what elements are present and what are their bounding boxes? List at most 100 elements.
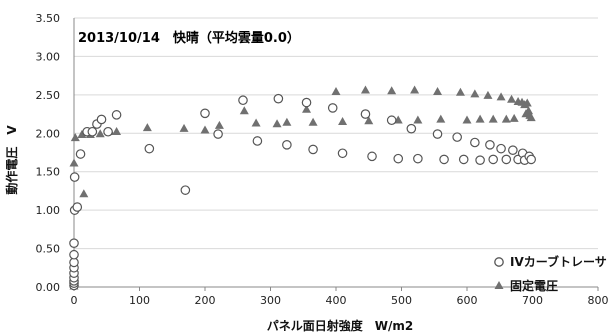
data-point-circle (406, 123, 417, 134)
data-point-triangle (360, 85, 370, 94)
data-point-triangle (338, 116, 348, 125)
legend-label-iv-curve: IVカーブトレーサ (510, 254, 607, 269)
data-point-circle (526, 154, 536, 165)
x-tick-label: 800 (588, 294, 609, 307)
series-1 (69, 85, 536, 290)
data-point-circle (238, 95, 248, 106)
data-point-circle (508, 145, 518, 155)
data-marks (69, 85, 536, 291)
data-point-triangle (331, 87, 341, 96)
x-tick-label: 500 (391, 294, 412, 307)
data-point-triangle (410, 85, 420, 94)
legend-label-fixed-voltage: 固定電圧 (510, 278, 558, 293)
y-tick-label: 3.50 (36, 12, 61, 25)
grid-lines (74, 17, 598, 250)
chart-title: 2013/10/14 快晴（平均雲量0.0） (78, 30, 300, 46)
x-tick-label: 200 (195, 294, 216, 307)
data-point-circle (501, 154, 512, 165)
x-axis-title: パネル面日射強度 W/m2 (267, 318, 413, 333)
data-point-circle (252, 136, 263, 146)
data-point-circle (327, 103, 338, 113)
data-point-circle (87, 126, 98, 137)
data-point-circle (386, 115, 397, 126)
data-point-triangle (483, 90, 493, 99)
data-point-triangle (488, 114, 498, 123)
data-point-triangle (496, 92, 506, 101)
data-point-triangle (462, 115, 472, 124)
data-point-triangle (77, 130, 87, 139)
data-point-triangle (470, 89, 480, 98)
data-point-triangle (387, 86, 397, 95)
data-point-triangle (214, 120, 224, 129)
data-point-triangle (95, 129, 105, 138)
x-tick-label: 400 (326, 294, 347, 307)
legend-circle-marker (494, 257, 504, 267)
data-point-circle (470, 137, 480, 148)
data-point-triangle (200, 125, 210, 134)
data-point-circle (273, 93, 284, 104)
y-tick-label: 2.00 (36, 127, 61, 140)
y-tick-label: 1.50 (36, 166, 61, 179)
data-point-triangle (142, 123, 152, 132)
data-point-circle (103, 126, 113, 137)
y-tick-label: 2.50 (36, 89, 61, 102)
data-point-circle (496, 143, 506, 154)
y-tick-label: 0.50 (36, 243, 61, 256)
legend: IVカーブトレーサ 固定電圧 (494, 254, 607, 293)
data-point-circle (282, 140, 292, 150)
data-point-circle (432, 129, 443, 139)
data-point-circle (360, 109, 371, 119)
data-point-circle (439, 154, 449, 165)
data-point-circle (69, 249, 79, 260)
data-point-triangle (455, 87, 465, 96)
data-point-triangle (112, 126, 122, 135)
data-point-circle (75, 149, 86, 159)
data-point-circle (72, 202, 83, 212)
data-point-circle (393, 153, 404, 164)
data-point-circle (337, 148, 348, 159)
data-point-circle (308, 144, 318, 155)
data-point-circle (452, 132, 462, 142)
x-tick-labels: 0 100 200 300 400 500 600 700 800 (71, 294, 609, 307)
data-point-triangle (433, 87, 443, 96)
data-point-triangle (436, 114, 446, 123)
x-tick-label: 600 (457, 294, 478, 307)
series-0 (69, 93, 536, 291)
x-tick-label: 700 (522, 294, 543, 307)
data-point-circle (475, 155, 485, 165)
data-point-triangle (413, 115, 423, 124)
data-point-triangle (509, 113, 519, 122)
legend-item-fixed-voltage: 固定電圧 (494, 278, 558, 293)
data-point-circle (69, 172, 80, 182)
y-tick-label: 1.00 (36, 204, 61, 217)
data-point-triangle (308, 117, 318, 126)
data-point-triangle (239, 106, 249, 115)
data-point-triangle (522, 98, 532, 107)
data-point-triangle (524, 106, 534, 115)
y-tick-label: 0.00 (36, 281, 61, 294)
data-point-circle (213, 129, 223, 139)
data-point-triangle (179, 123, 189, 132)
data-point-circle (485, 140, 495, 150)
data-point-circle (413, 153, 423, 164)
data-point-circle (144, 143, 155, 154)
data-point-circle (200, 108, 210, 119)
data-point-circle (111, 110, 122, 120)
y-tick-label: 3.00 (36, 50, 61, 63)
data-point-circle (69, 238, 79, 248)
x-tick-label: 0 (71, 294, 78, 307)
data-point-triangle (69, 158, 79, 167)
legend-triangle-marker (494, 281, 504, 289)
data-point-circle (488, 154, 498, 165)
data-point-triangle (251, 118, 261, 127)
data-point-triangle (526, 113, 536, 122)
legend-item-iv-curve: IVカーブトレーサ (494, 254, 607, 269)
y-tick-labels: 0.00 0.50 1.00 1.50 2.00 2.50 3.00 3.50 (36, 12, 61, 294)
data-point-triangle (364, 116, 374, 125)
data-point-circle (180, 185, 191, 195)
data-point-triangle (272, 119, 282, 128)
data-point-triangle (507, 94, 517, 103)
data-point-triangle (282, 117, 292, 126)
data-point-circle (367, 151, 377, 162)
